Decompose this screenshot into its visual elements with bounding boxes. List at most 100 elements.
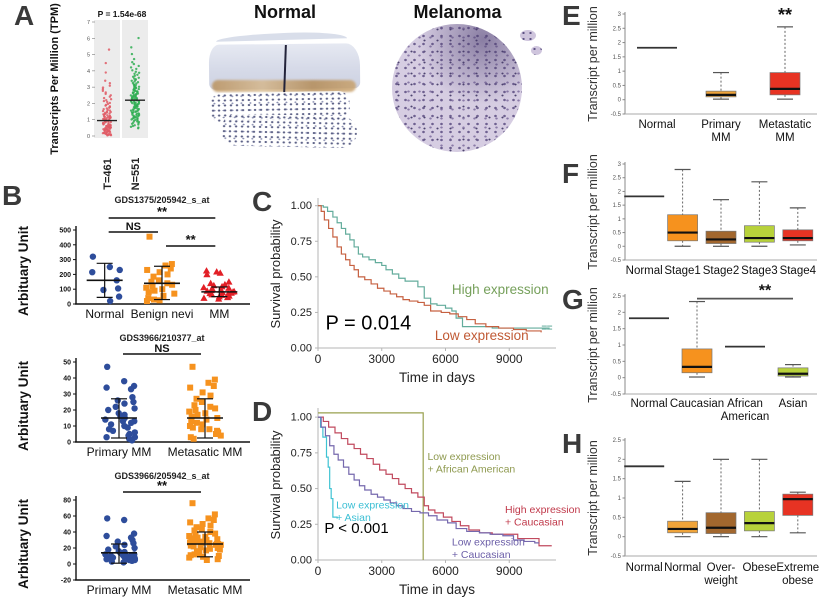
svg-text:High expression+ Caucasian: High expression + Caucasian — [505, 504, 580, 529]
svg-text:40: 40 — [63, 376, 71, 383]
svg-text:1: 1 — [87, 118, 90, 124]
svg-text:2: 2 — [618, 41, 622, 47]
svg-text:Transcript per million: Transcript per million — [586, 154, 600, 270]
histology-normal-image — [207, 28, 361, 152]
svg-text:1.00: 1.00 — [291, 412, 312, 424]
km-series-high-expression — [318, 205, 550, 329]
svg-text:**: ** — [759, 283, 772, 300]
panel-e-label: E — [562, 0, 581, 31]
svg-text:Primary MM: Primary MM — [87, 583, 152, 597]
svg-text:0: 0 — [67, 562, 71, 569]
normal-dermis-lower — [220, 113, 357, 149]
svg-text:0: 0 — [618, 376, 622, 382]
svg-text:2: 2 — [87, 101, 90, 107]
panel-b-dotplot-gds1375: GDS1375/205942_s_at Arbituary Unit 0 100 200… — [16, 195, 250, 321]
panel-g-label: G — [562, 284, 584, 315]
svg-text:P < 0.001: P < 0.001 — [324, 520, 388, 537]
svg-text:Stage2: Stage2 — [703, 265, 739, 277]
svg-text:0.50: 0.50 — [291, 483, 312, 495]
svg-text:NS: NS — [154, 343, 169, 355]
svg-text:3: 3 — [618, 12, 622, 18]
svg-text:10: 10 — [63, 424, 71, 431]
svg-text:Normal: Normal — [85, 307, 124, 321]
svg-text:Low expression+ Asian: Low expression + Asian — [336, 500, 409, 525]
svg-text:Transcripts Per Million (TPM): Transcripts Per Million (TPM) — [49, 3, 61, 155]
svg-text:Caucasian: Caucasian — [670, 398, 724, 410]
svg-text:Stage4: Stage4 — [780, 265, 817, 277]
svg-text:P = 1.54e-68: P = 1.54e-68 — [98, 9, 147, 19]
svg-text:Asian: Asian — [779, 398, 808, 410]
svg-text:-0.5: -0.5 — [611, 554, 622, 560]
svg-text:6000: 6000 — [432, 564, 459, 578]
svg-text:Survival probability: Survival probability — [268, 430, 283, 540]
panel-b-label: B — [2, 180, 23, 211]
svg-text:Metasatic MM: Metasatic MM — [168, 445, 243, 459]
svg-text:0.25: 0.25 — [291, 519, 312, 531]
panel-b-dotplot-gds3966-205942: GDS3966/205942_s_at Arbituary Unit -20 0 20 4… — [16, 471, 250, 597]
svg-text:3000: 3000 — [368, 352, 395, 366]
svg-text:400: 400 — [59, 242, 71, 249]
svg-text:**: ** — [778, 5, 792, 25]
svg-text:0.5: 0.5 — [613, 515, 622, 521]
svg-text:60: 60 — [63, 514, 71, 521]
dot-group-normal — [89, 253, 123, 305]
melanoma-satellite-fragment — [520, 30, 536, 41]
svg-text:Obese: Obese — [742, 562, 776, 574]
svg-text:Time in days: Time in days — [399, 582, 475, 597]
svg-text:3000: 3000 — [368, 564, 395, 578]
svg-text:2: 2 — [618, 310, 622, 316]
svg-text:4: 4 — [87, 69, 90, 75]
svg-text:Survival probability: Survival probability — [268, 219, 283, 329]
panel-c-survival-chart: 0.00 0.25 0.50 0.75 1.00 0 3000 6000 9000 Surviva… — [268, 198, 556, 385]
svg-text:0: 0 — [87, 134, 90, 140]
svg-text:5: 5 — [87, 53, 90, 59]
svg-text:1: 1 — [618, 343, 622, 349]
histology-melanoma-title: Melanoma — [413, 2, 502, 22]
panel-a-strip-chart: 0 1 2 3 4 5 6 7 P = 1.54e-68 Transcripts Per Mill… — [49, 3, 148, 190]
svg-text:20: 20 — [63, 546, 71, 553]
svg-text:Over-weight: Over-weight — [703, 562, 738, 587]
svg-text:-20: -20 — [61, 578, 71, 585]
panel-f-boxplot: -0.5 0 0.5 1 1.5 2 2.5 3 Transcript per million N… — [586, 154, 817, 277]
svg-text:100: 100 — [59, 287, 71, 294]
svg-text:9000: 9000 — [496, 564, 523, 578]
svg-text:-0.5: -0.5 — [611, 112, 622, 118]
svg-text:0.5: 0.5 — [613, 359, 622, 365]
svg-text:Primary MM: Primary MM — [87, 445, 152, 459]
svg-text:2.5: 2.5 — [613, 438, 622, 444]
svg-text:Low expression+ African Americ: Low expression + African American — [427, 451, 515, 476]
svg-text:30: 30 — [63, 392, 71, 399]
svg-text:Arbituary Unit: Arbituary Unit — [16, 225, 31, 316]
svg-text:Time in days: Time in days — [399, 370, 475, 385]
svg-text:0: 0 — [67, 440, 71, 447]
svg-text:Metasatic MM: Metasatic MM — [168, 583, 243, 597]
panel-a-label: A — [14, 0, 35, 31]
svg-text:0: 0 — [618, 535, 622, 541]
svg-text:3: 3 — [87, 85, 90, 91]
svg-text:Transcript per million: Transcript per million — [586, 6, 600, 122]
svg-text:7: 7 — [87, 20, 90, 26]
svg-text:Normal: Normal — [638, 119, 675, 131]
svg-text:Low expression: Low expression — [435, 328, 529, 343]
panel-d-survival-chart: 0.00 0.25 0.50 0.75 1.00 0 3000 6000 9000 Surviva… — [268, 408, 580, 597]
svg-text:Normal: Normal — [664, 562, 701, 574]
svg-text:0.5: 0.5 — [613, 83, 622, 89]
km-series-low-expression-african-american — [318, 412, 424, 560]
km-series-low-expression-asian — [318, 416, 338, 519]
panel-g-boxplot: -0.5 0 0.5 1 1.5 2 2.5 Transcript per million No… — [586, 283, 817, 423]
svg-text:80: 80 — [63, 498, 71, 505]
svg-text:1.5: 1.5 — [613, 203, 622, 209]
svg-text:0: 0 — [315, 352, 322, 366]
svg-text:Transcript per million: Transcript per million — [586, 287, 600, 403]
svg-text:2: 2 — [618, 189, 622, 195]
svg-text:2.5: 2.5 — [613, 26, 622, 32]
svg-text:1: 1 — [618, 217, 622, 223]
panel-c-label: C — [252, 186, 273, 217]
panel-h-label: H — [562, 428, 583, 459]
svg-text:Stage1: Stage1 — [664, 265, 700, 277]
svg-text:1.00: 1.00 — [291, 200, 312, 212]
